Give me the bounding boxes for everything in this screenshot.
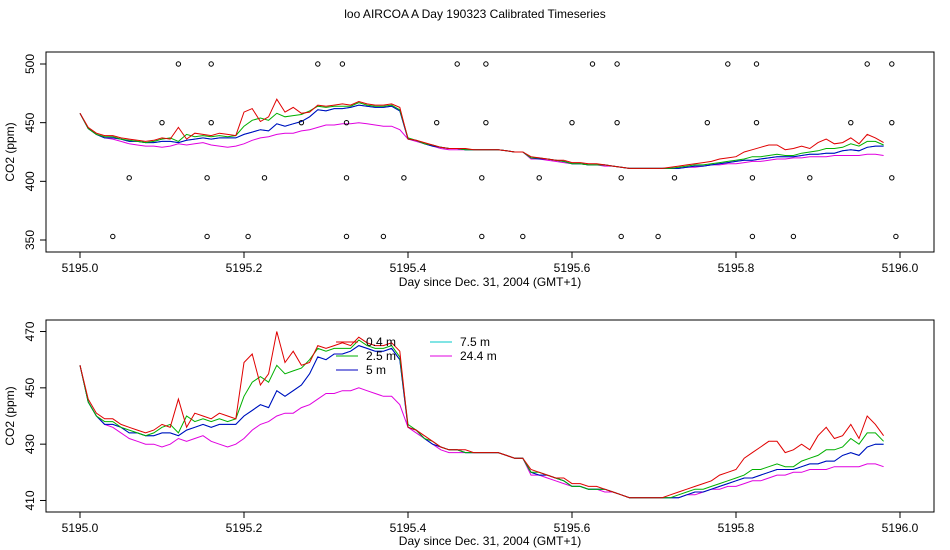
legend-label: 7.5 m: [460, 335, 490, 349]
legend-label: 0.4 m: [366, 335, 396, 349]
sample-marker: [704, 119, 710, 126]
y-tick-label: 350: [23, 230, 37, 250]
y-tick-label: 450: [23, 378, 37, 398]
sample-marker: [315, 61, 321, 67]
series-line-244m: [79, 365, 884, 499]
sample-marker: [618, 175, 624, 181]
y-tick-label: 470: [23, 321, 37, 341]
sample-marker: [380, 233, 387, 240]
sample-marker: [204, 175, 210, 181]
sample-marker: [204, 233, 210, 240]
sample-marker: [339, 61, 346, 67]
series-line-5m: [79, 345, 884, 499]
series-line-5m: [79, 104, 884, 169]
sample-marker: [569, 119, 575, 126]
sample-marker: [208, 119, 214, 126]
y-tick-label: 500: [23, 54, 37, 74]
sample-marker: [848, 119, 854, 126]
x-tick-label: 5195.4: [390, 261, 427, 275]
sample-marker: [520, 233, 526, 240]
chart-title: loo AIRCOA A Day 190323 Calibrated Times…: [344, 7, 606, 21]
series-line-75m: [79, 345, 884, 499]
series-line-244m: [79, 113, 884, 169]
x-tick-label: 5195.2: [226, 261, 263, 275]
sample-marker: [343, 175, 350, 181]
sample-marker: [126, 175, 132, 181]
sample-marker: [536, 175, 542, 181]
sample-marker: [725, 61, 731, 67]
plot-frame-1: [45, 51, 935, 253]
legend-label: 2.5 m: [366, 349, 396, 363]
sample-marker: [864, 61, 870, 67]
y-axis-label: CO2 (ppm): [3, 122, 17, 181]
sample-marker: [753, 119, 760, 126]
x-tick-label: 5195.6: [554, 261, 591, 275]
sample-marker: [454, 61, 460, 67]
series-line-04m: [79, 98, 884, 169]
sample-marker: [483, 119, 489, 126]
sample-marker: [790, 233, 797, 240]
y-tick-label: 450: [23, 112, 37, 132]
sample-marker: [298, 119, 305, 126]
series-line-04m: [79, 331, 885, 499]
sample-marker: [753, 61, 760, 67]
x-tick-label: 5195.6: [554, 521, 591, 535]
sample-marker: [889, 119, 895, 126]
x-tick-label: 5195.0: [62, 261, 99, 275]
sample-marker: [245, 233, 251, 240]
sample-marker: [479, 175, 485, 181]
sample-marker: [889, 175, 895, 181]
sample-marker: [479, 233, 485, 240]
sample-marker: [614, 119, 620, 126]
plot-frame-2: [45, 319, 935, 513]
sample-marker: [159, 119, 165, 126]
y-tick-label: 430: [23, 434, 37, 454]
sample-marker: [749, 175, 756, 181]
sample-marker: [175, 61, 182, 67]
sample-marker: [110, 233, 116, 240]
sample-marker: [483, 61, 489, 67]
sample-marker: [807, 175, 813, 181]
sample-marker: [889, 61, 895, 67]
sample-marker: [434, 119, 440, 126]
sample-marker: [589, 61, 596, 67]
x-tick-label: 5196.0: [882, 261, 919, 275]
sample-marker: [671, 175, 678, 181]
x-tick-label: 5195.2: [226, 521, 263, 535]
sample-marker: [618, 233, 624, 240]
x-tick-label: 5195.0: [62, 521, 99, 535]
sample-marker: [208, 61, 214, 67]
x-axis-label: Day since Dec. 31, 2004 (GMT+1): [399, 275, 581, 289]
sample-marker: [655, 233, 661, 240]
legend-label: 5 m: [366, 363, 386, 377]
x-axis-label: Day since Dec. 31, 2004 (GMT+1): [399, 534, 581, 548]
sample-marker: [343, 233, 350, 240]
sample-marker: [893, 233, 899, 240]
x-tick-label: 5195.8: [718, 521, 755, 535]
sample-marker: [261, 175, 268, 181]
sample-marker: [749, 233, 756, 240]
sample-marker: [614, 61, 620, 67]
x-tick-label: 5196.0: [882, 521, 919, 535]
y-tick-label: 400: [23, 171, 37, 191]
y-axis-label: CO2 (ppm): [3, 386, 17, 445]
legend-label: 24.4 m: [460, 349, 497, 363]
x-tick-label: 5195.4: [390, 521, 427, 535]
sample-marker: [401, 175, 407, 181]
sample-marker: [343, 119, 350, 126]
x-tick-label: 5195.8: [718, 261, 755, 275]
y-tick-label: 410: [23, 490, 37, 510]
